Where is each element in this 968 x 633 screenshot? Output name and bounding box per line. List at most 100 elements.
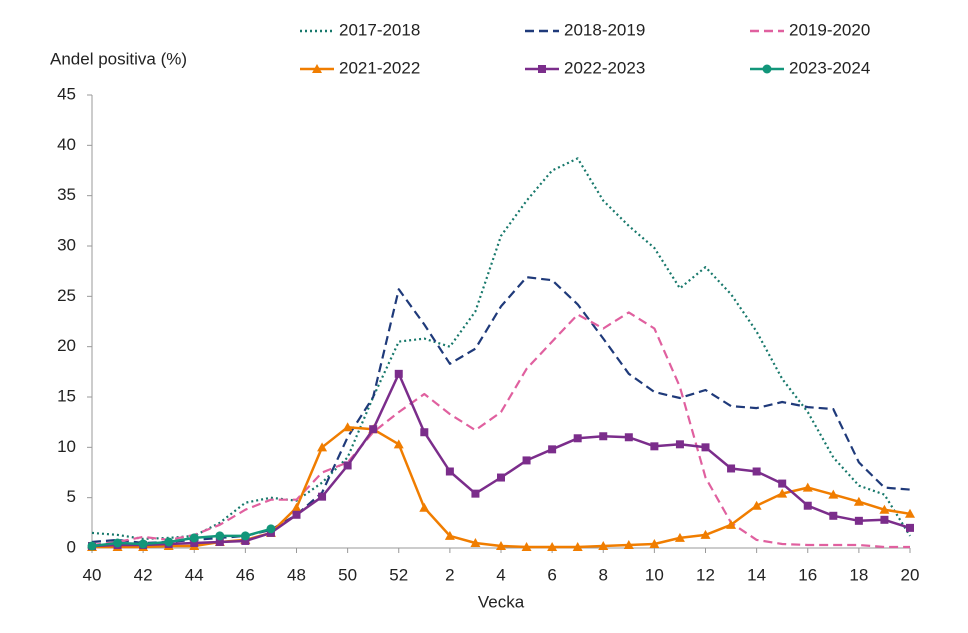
marker — [113, 538, 123, 548]
marker — [650, 442, 659, 451]
series-line — [91, 157, 911, 540]
marker — [470, 537, 481, 547]
legend-label: 2019-2020 — [789, 20, 870, 39]
legend-marker — [312, 64, 322, 73]
series-line — [91, 372, 911, 548]
marker — [727, 464, 736, 473]
marker — [623, 539, 634, 549]
marker — [240, 531, 250, 541]
x-tick-label: 52 — [389, 565, 408, 584]
marker — [649, 538, 660, 548]
marker — [675, 440, 684, 449]
x-tick-label: 20 — [901, 565, 920, 584]
x-tick-label: 8 — [599, 565, 608, 584]
marker — [548, 445, 557, 454]
marker — [624, 433, 633, 442]
marker — [496, 540, 506, 550]
marker — [87, 541, 97, 551]
marker — [752, 467, 761, 476]
marker — [879, 504, 890, 514]
marker — [547, 541, 558, 551]
y-tick-label: 35 — [57, 185, 76, 204]
legend-label: 2023-2024 — [789, 58, 870, 77]
y-axis-label: Andel positiva (%) — [50, 49, 187, 68]
marker — [573, 434, 582, 443]
marker — [394, 369, 403, 378]
marker — [726, 519, 737, 529]
marker — [471, 489, 480, 498]
y-tick-label: 10 — [57, 437, 76, 456]
y-tick-label: 15 — [57, 386, 76, 405]
marker — [778, 479, 787, 488]
x-tick-label: 16 — [798, 565, 817, 584]
legend-marker — [762, 64, 772, 74]
x-tick-label: 18 — [849, 565, 868, 584]
marker — [905, 508, 915, 518]
legend-label: 2022-2023 — [564, 58, 645, 77]
marker — [266, 524, 276, 534]
marker — [828, 489, 839, 499]
y-tick-label: 30 — [57, 235, 76, 254]
x-tick-label: 50 — [338, 565, 357, 584]
x-tick-label: 4 — [496, 565, 505, 584]
marker — [241, 536, 250, 545]
marker — [189, 533, 199, 543]
marker — [342, 422, 353, 432]
marker — [522, 456, 531, 465]
y-tick-label: 0 — [67, 537, 76, 556]
x-tick-label: 42 — [134, 565, 153, 584]
legend-label: 2017-2018 — [339, 20, 420, 39]
marker — [572, 541, 583, 551]
marker — [906, 523, 914, 532]
marker — [700, 529, 711, 539]
x-tick-label: 44 — [185, 565, 204, 584]
marker — [521, 541, 532, 551]
marker — [880, 515, 889, 524]
y-tick-label: 40 — [57, 135, 76, 154]
marker — [393, 439, 404, 449]
marker — [445, 467, 454, 476]
marker — [318, 492, 327, 501]
marker — [802, 482, 813, 492]
x-tick-label: 46 — [236, 565, 255, 584]
y-tick-label: 45 — [57, 84, 76, 103]
marker — [751, 500, 762, 510]
marker — [369, 425, 378, 434]
marker — [803, 501, 812, 510]
marker — [854, 516, 863, 525]
y-tick-label: 5 — [67, 487, 76, 506]
marker — [674, 532, 685, 542]
x-tick-label: 2 — [445, 565, 454, 584]
x-axis-label: Vecka — [478, 592, 525, 611]
series-line — [91, 311, 910, 549]
x-tick-label: 40 — [83, 565, 102, 584]
marker — [829, 511, 838, 520]
marker — [853, 496, 864, 506]
marker — [292, 510, 301, 519]
marker — [190, 538, 199, 547]
marker — [164, 537, 174, 547]
marker — [138, 539, 148, 549]
legend-label: 2021-2022 — [339, 58, 420, 77]
marker — [598, 540, 609, 550]
y-tick-label: 20 — [57, 336, 76, 355]
marker — [215, 531, 225, 541]
x-tick-label: 14 — [747, 565, 766, 584]
marker — [343, 461, 352, 470]
marker — [444, 530, 455, 540]
x-tick-label: 48 — [287, 565, 306, 584]
marker — [420, 428, 429, 437]
x-tick-label: 10 — [645, 565, 664, 584]
series-line — [91, 276, 911, 545]
legend-label: 2018-2019 — [564, 20, 645, 39]
marker — [419, 502, 430, 512]
marker — [497, 473, 505, 482]
marker — [701, 443, 710, 452]
x-tick-label: 6 — [547, 565, 556, 584]
marker — [317, 442, 328, 452]
x-tick-label: 12 — [696, 565, 715, 584]
marker — [599, 432, 608, 441]
marker — [215, 537, 224, 546]
